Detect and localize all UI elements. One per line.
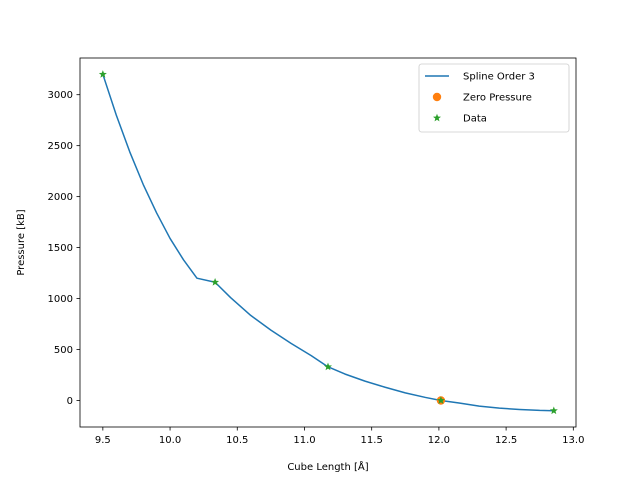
x-tick-label: 11.5	[361, 435, 383, 446]
x-axis-label: Cube Length [Å]	[287, 460, 368, 473]
y-tick-label: 2500	[48, 141, 73, 152]
legend: Spline Order 3 Zero Pressure Data	[418, 63, 570, 133]
data-point	[98, 70, 107, 78]
spline-line	[102, 74, 554, 412]
y-tick-label: 500	[54, 345, 73, 356]
legend-circle-handle	[432, 92, 442, 102]
x-tick-label: 11.0	[293, 435, 315, 446]
y-tick-label: 1000	[48, 294, 73, 305]
x-tick-label: 13.0	[562, 435, 584, 446]
y-tick-label: 1500	[48, 243, 73, 254]
plot-frame	[79, 57, 577, 428]
data-point	[211, 278, 220, 286]
plot-markers	[98, 70, 558, 415]
y-tick-label: 2000	[48, 192, 73, 203]
y-axis-label: Pressure [kB]	[16, 209, 27, 275]
plot-lines	[102, 74, 554, 412]
y-axis-ticks: 0 500 1000 1500 2000 2500 3000	[48, 90, 80, 407]
legend-label: Zero Pressure	[463, 93, 532, 104]
x-tick-label: 12.0	[428, 435, 450, 446]
data-point	[324, 362, 332, 371]
x-tick-label: 12.5	[495, 435, 517, 446]
x-tick-label: 10.0	[159, 435, 181, 446]
x-tick-label: 9.5	[95, 435, 111, 446]
data-point	[436, 396, 445, 404]
y-tick-label: 3000	[48, 90, 73, 101]
y-tick-label: 0	[67, 396, 73, 407]
legend-label: Data	[463, 114, 487, 125]
legend-box	[418, 63, 570, 133]
x-tick-label: 10.5	[226, 435, 248, 446]
x-axis-ticks: 9.5 10.0 10.5 11.0 11.5 12.0 12.5 13.0	[95, 427, 584, 446]
legend-label: Spline Order 3	[463, 72, 535, 83]
legend-star-handle	[433, 113, 441, 122]
data-point	[549, 406, 558, 415]
